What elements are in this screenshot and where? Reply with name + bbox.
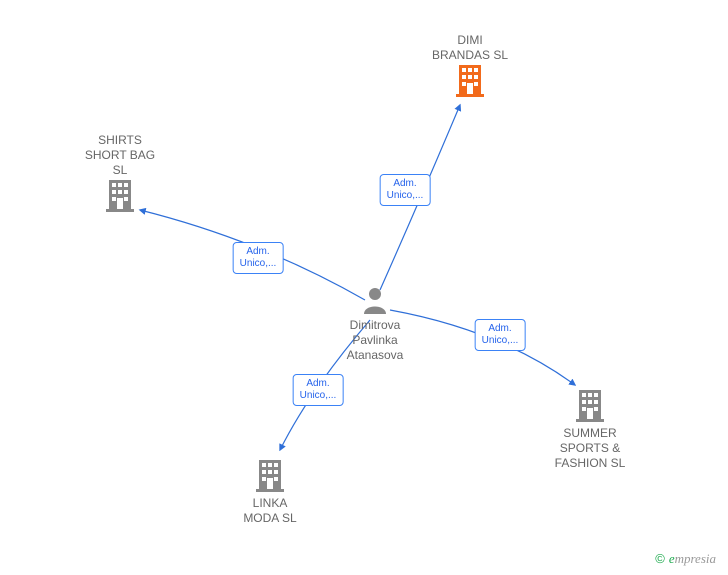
center-person-node[interactable]: Dimitrova Pavlinka Atanasova [330,286,420,363]
company-node-dimi[interactable]: DIMI BRANDAS SL [425,33,515,101]
network-diagram: Dimitrova Pavlinka Atanasova DIMI BRANDAS… [0,0,728,575]
node-label: SUMMER SPORTS & FASHION SL [545,426,635,471]
copyright-symbol: © [655,551,665,566]
building-icon [455,63,485,97]
node-label: DIMI BRANDAS SL [425,33,515,63]
node-label: SHIRTS SHORT BAG SL [75,133,165,178]
company-node-summer[interactable]: SUMMER SPORTS & FASHION SL [545,388,635,471]
node-label: Dimitrova Pavlinka Atanasova [330,318,420,363]
edge-label-dimi: Adm. Unico,... [380,174,431,206]
node-label: LINKA MODA SL [225,496,315,526]
building-icon [105,178,135,212]
company-node-shirts[interactable]: SHIRTS SHORT BAG SL [75,133,165,216]
brand-rest: mpresia [675,551,716,566]
building-icon [255,458,285,492]
building-icon [575,388,605,422]
edge-label-summer: Adm. Unico,... [475,319,526,351]
company-node-linka[interactable]: LINKA MODA SL [225,458,315,526]
edge-label-shirts: Adm. Unico,... [233,242,284,274]
watermark: ©empresia [655,551,716,567]
person-icon [362,286,388,314]
edge-label-linka: Adm. Unico,... [293,374,344,406]
